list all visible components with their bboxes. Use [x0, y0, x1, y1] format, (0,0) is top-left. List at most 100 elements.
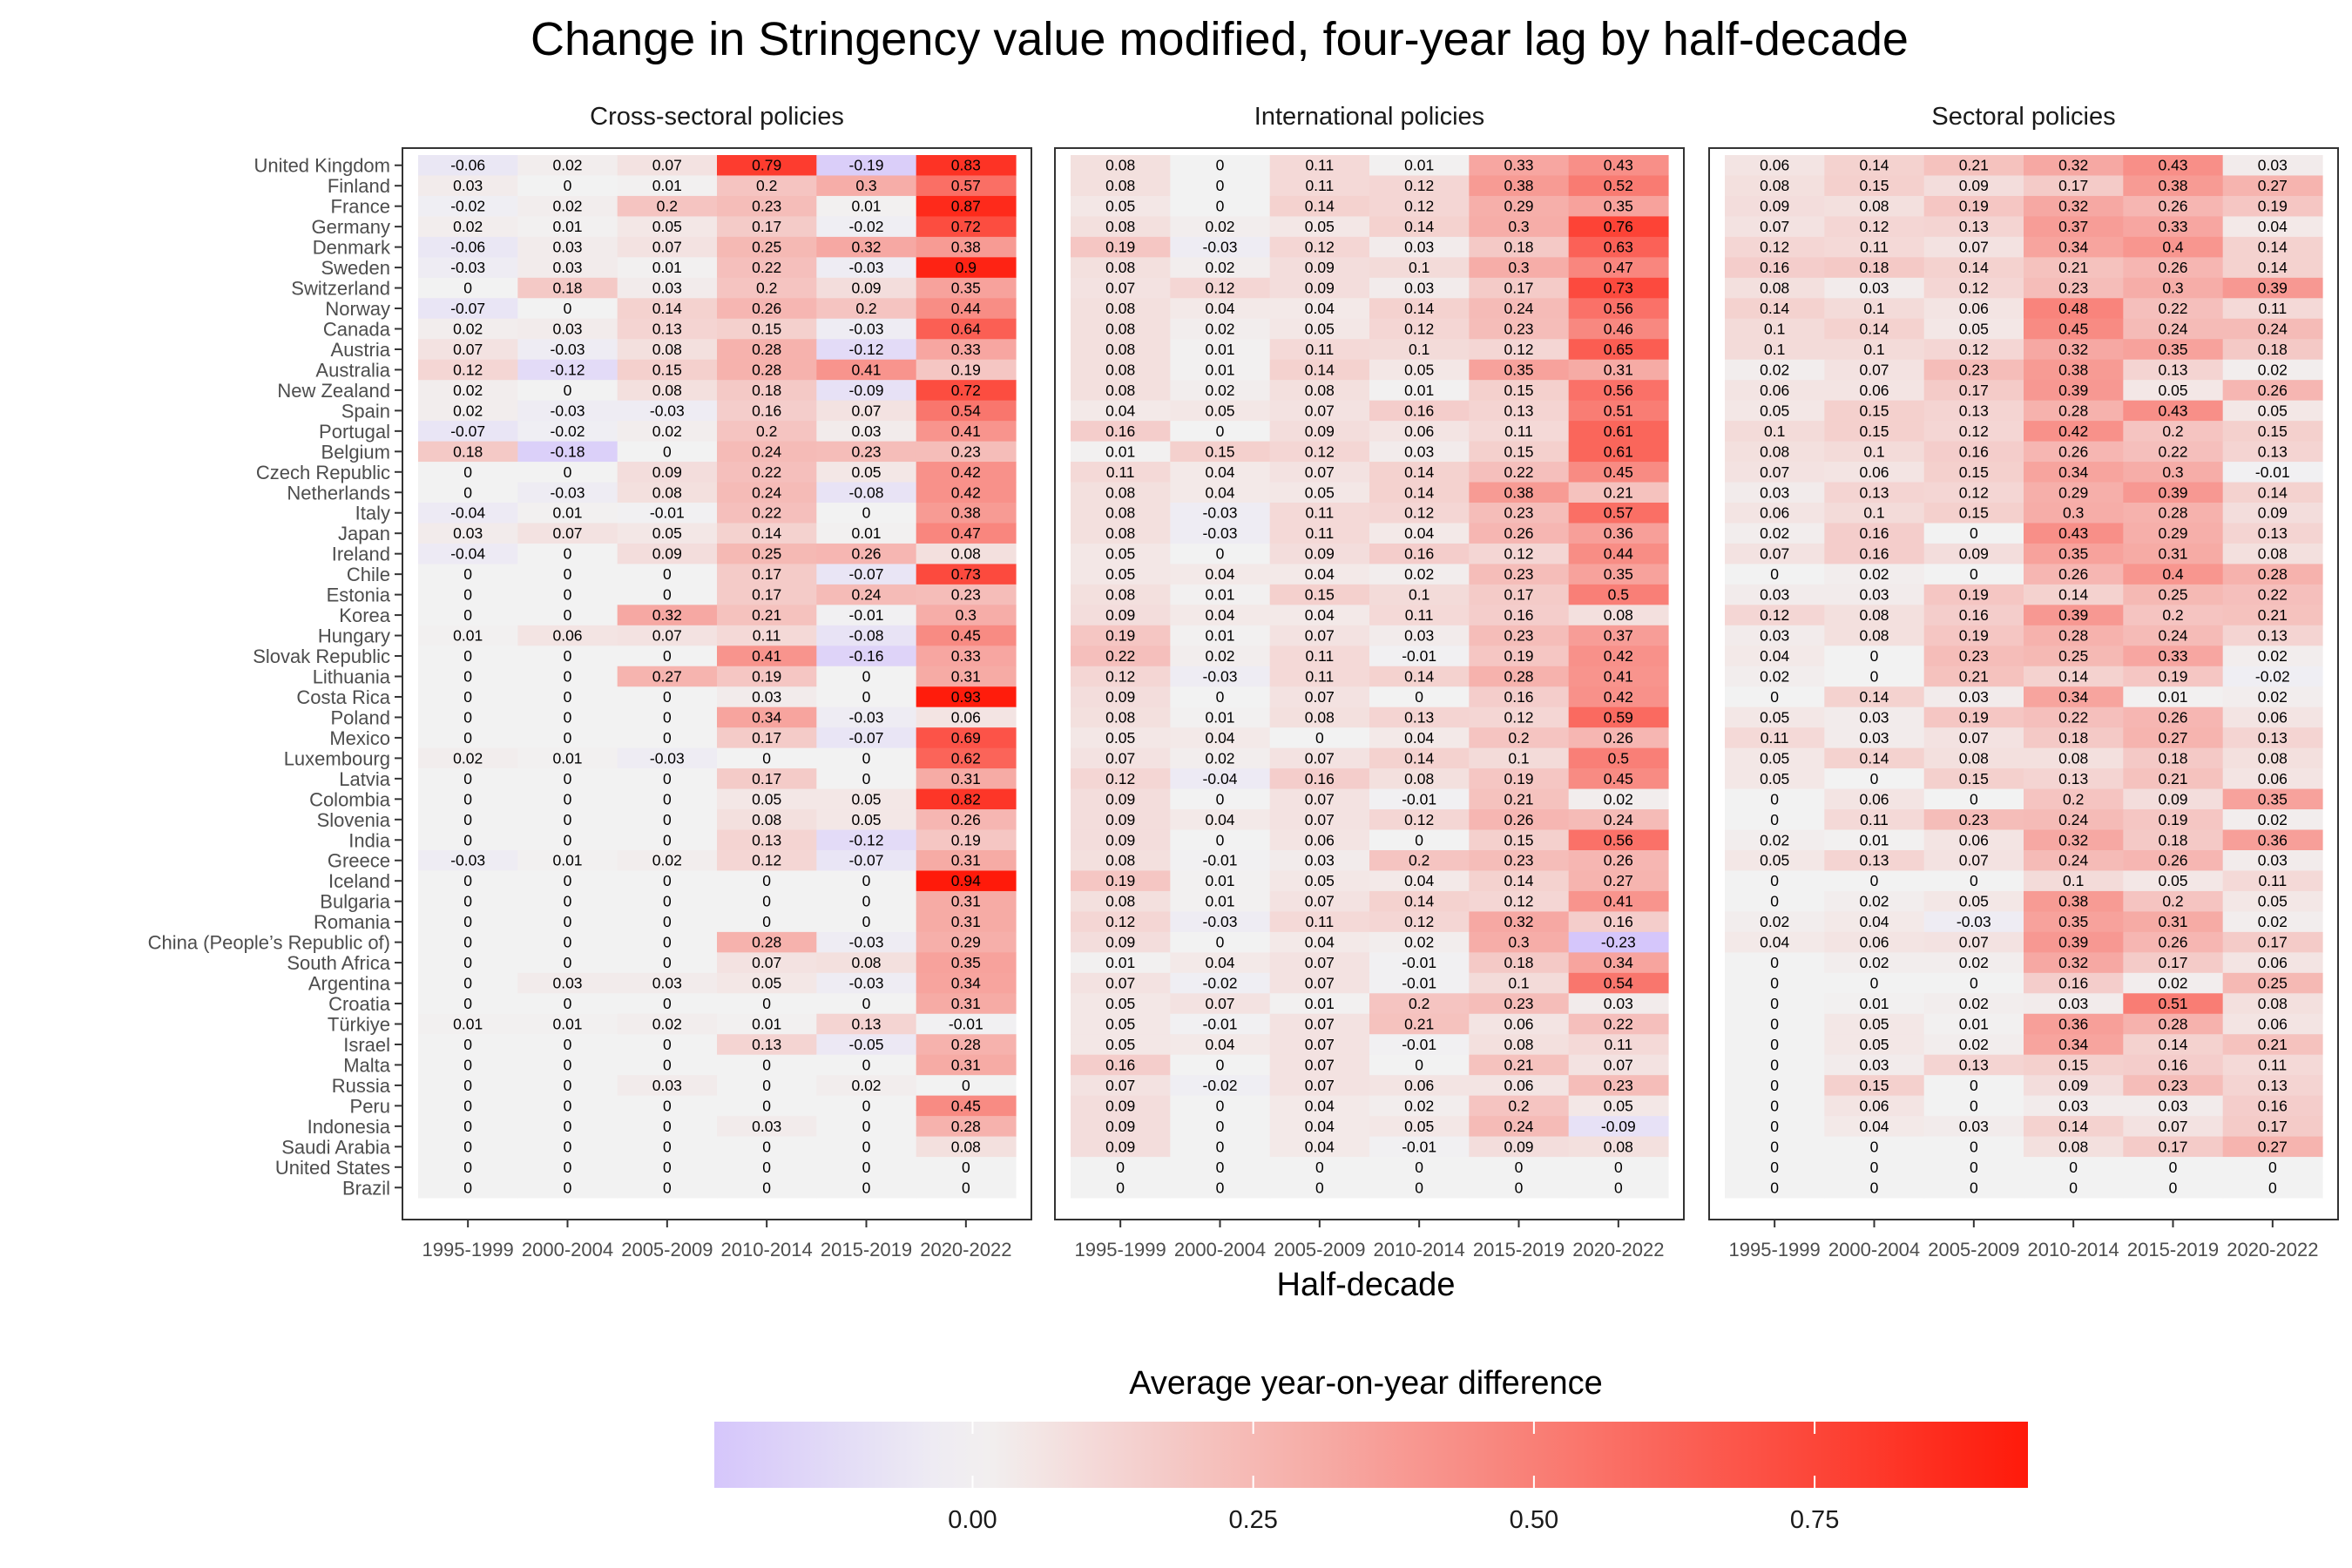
- cell-value-label: 0.06: [1404, 1077, 1434, 1094]
- cell-value-label: 0.01: [453, 627, 483, 645]
- heatmap-cell: [1923, 400, 2024, 422]
- heatmap-cell: [418, 380, 518, 402]
- cell-value-label: 0.24: [2058, 852, 2088, 869]
- heatmap-cell: [1568, 421, 1669, 443]
- cell-value-label: 0.05: [1959, 893, 1989, 910]
- cell-value-label: 0.09: [2258, 504, 2288, 522]
- cell-value-label: 0: [564, 1118, 572, 1135]
- cell-value-label: -0.02: [450, 198, 485, 215]
- heatmap-cell: [1923, 768, 2024, 790]
- cell-value-label: 0.02: [1760, 361, 1789, 378]
- heatmap-cell: [2123, 931, 2224, 953]
- heatmap-cell: [816, 503, 917, 524]
- cell-value-label: 0.13: [1404, 708, 1434, 726]
- cell-value-label: 0.09: [1105, 1097, 1135, 1114]
- heatmap-cell: [2222, 911, 2323, 933]
- heatmap-cell: [1071, 1136, 1171, 1158]
- heatmap-cell: [2222, 605, 2323, 626]
- heatmap-cell: [1269, 788, 1370, 810]
- cell-value-label: 0.19: [1504, 770, 1533, 787]
- cell-value-label: 0.07: [1105, 1077, 1135, 1094]
- country-label: Hungary: [318, 625, 390, 647]
- cell-value-label: 0.34: [951, 975, 981, 992]
- cell-value-label: 0.11: [1604, 1036, 1632, 1053]
- heatmap-cell: [1568, 1116, 1669, 1138]
- heatmap-cell: [1923, 1136, 2024, 1158]
- cell-value-label: 0.45: [1604, 770, 1633, 787]
- cell-value-label: 0.17: [2158, 1138, 2187, 1155]
- cell-value-label: -0.02: [551, 422, 585, 440]
- cell-value-label: 0.17: [752, 586, 781, 604]
- heatmap-cell: [816, 216, 917, 238]
- cell-value-label: 0.09: [851, 280, 881, 297]
- heatmap-cell: [2222, 462, 2323, 483]
- cell-value-label: 0.03: [1959, 688, 1989, 706]
- heatmap-cell: [1568, 1013, 1669, 1035]
- heatmap-cell: [816, 175, 917, 197]
- cell-value-label: 0.03: [1604, 995, 1633, 1012]
- cell-value-label: 0.13: [1504, 402, 1533, 419]
- cell-value-label: -0.01: [1402, 954, 1436, 971]
- heatmap-cell: [418, 1136, 518, 1158]
- cell-value-label: 0.07: [453, 341, 483, 358]
- heatmap-cell: [2123, 523, 2224, 544]
- cell-value-label: 0: [1970, 872, 1978, 889]
- cell-value-label: -0.01: [1203, 1016, 1238, 1033]
- cell-value-label: 0.19: [951, 831, 981, 848]
- heatmap-cell: [1923, 952, 2024, 974]
- cell-value-label: 0.31: [951, 913, 981, 930]
- cell-value-label: 0.08: [1859, 606, 1889, 624]
- heatmap-cell: [1725, 788, 1825, 810]
- heatmap-cell: [1824, 564, 1925, 585]
- cell-value-label: 0.45: [2058, 321, 2088, 338]
- cell-value-label: 0.06: [951, 708, 981, 726]
- heatmap-cell: [1369, 666, 1470, 687]
- cell-value-label: 0.33: [2158, 218, 2187, 235]
- cell-value-label: -0.01: [1402, 1138, 1436, 1155]
- cell-value-label: 0.19: [752, 668, 781, 686]
- cell-value-label: 0: [862, 995, 871, 1012]
- heatmap-cell: [1170, 482, 1271, 504]
- heatmap-cell: [816, 931, 917, 953]
- cell-value-label: 0: [663, 1159, 672, 1176]
- heatmap-cell: [1369, 564, 1470, 585]
- cell-value-label: 0.07: [1305, 1016, 1335, 1033]
- heatmap-cell: [2222, 686, 2323, 708]
- cell-value-label: 0: [663, 934, 672, 951]
- heatmap-cell: [1824, 236, 1925, 258]
- cell-value-label: 0.09: [1105, 934, 1135, 951]
- cell-value-label: 0: [663, 913, 672, 930]
- heatmap-cell: [916, 952, 1017, 974]
- heatmap-cell: [1269, 359, 1370, 381]
- cell-value-label: 0.11: [1305, 913, 1334, 930]
- heatmap-cell: [1170, 993, 1271, 1015]
- heatmap-cell: [1170, 523, 1271, 544]
- heatmap-cell: [1269, 931, 1370, 953]
- chart-title: Change in Stringency value modified, fou…: [531, 13, 1909, 65]
- heatmap-cell: [517, 747, 618, 769]
- heatmap-cell: [816, 564, 917, 585]
- heatmap-cell: [1725, 339, 1825, 361]
- heatmap-cell: [1725, 1054, 1825, 1076]
- heatmap-cell: [2024, 829, 2124, 851]
- heatmap-cell: [2222, 972, 2323, 994]
- cell-value-label: 0.14: [752, 524, 781, 542]
- heatmap-cell: [617, 931, 718, 953]
- heatmap-cell: [717, 747, 817, 769]
- heatmap-cell: [1824, 993, 1925, 1015]
- cell-value-label: 0.04: [1205, 606, 1234, 624]
- cell-value-label: 0.05: [1604, 1097, 1633, 1114]
- heatmap-cell: [1568, 155, 1669, 177]
- heatmap-cell: [1369, 339, 1470, 361]
- heatmap-cell: [2123, 1034, 2224, 1056]
- heatmap-cell: [1824, 318, 1925, 340]
- heatmap-cell: [1170, 441, 1271, 463]
- cell-value-label: 0.41: [951, 422, 981, 440]
- cell-value-label: 0.93: [951, 688, 981, 706]
- heatmap-cell: [717, 625, 817, 646]
- heatmap-cell: [816, 1157, 917, 1179]
- heatmap-cell: [1923, 993, 2024, 1015]
- cell-value-label: 0: [1970, 1077, 1978, 1094]
- heatmap-cell: [1923, 747, 2024, 769]
- cell-value-label: 0.04: [1305, 300, 1335, 317]
